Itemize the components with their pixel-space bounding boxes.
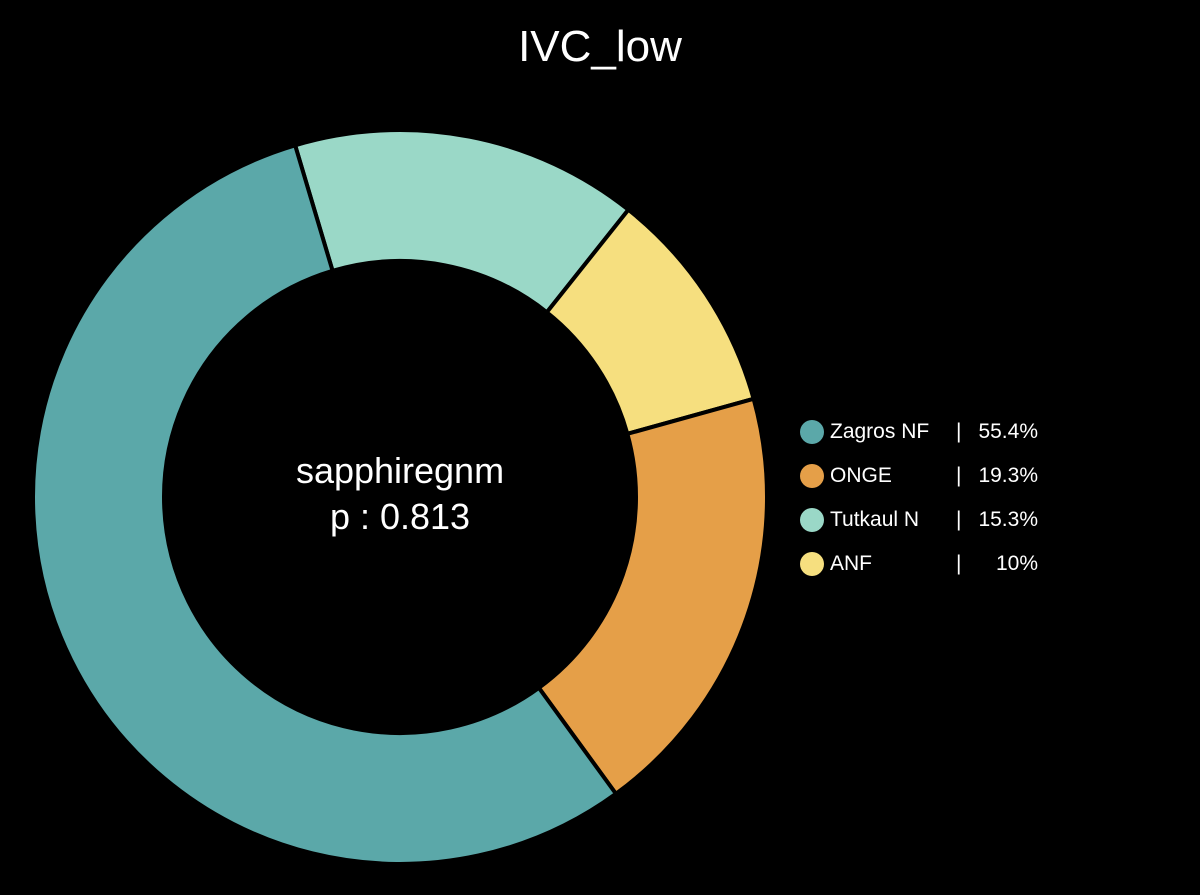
- center-label-line-1: sapphiregnm: [295, 450, 505, 491]
- center-label-line-2: p : 0.813: [329, 496, 471, 537]
- chart-title: IVC_low: [518, 22, 682, 71]
- legend-swatch-zagros-nf: [800, 419, 824, 444]
- legend-separator: |: [956, 419, 962, 443]
- legend-value-zagros-nf: 55.4%: [978, 419, 1038, 443]
- legend-value-anf: 10%: [995, 551, 1038, 575]
- center-label: sapphiregnm p : 0.813: [200, 448, 600, 540]
- legend-separator: |: [956, 463, 962, 487]
- legend: Zagros NF | 55.4% ONGE | 19.3% Tutkaul N…: [800, 417, 1180, 593]
- legend-separator: |: [956, 551, 962, 575]
- legend-swatch-anf: [800, 551, 824, 576]
- legend-value-tutkaul-n: 15.3%: [978, 507, 1038, 531]
- legend-item-zagros-nf: Zagros NF | 55.4%: [800, 417, 1180, 446]
- donut-slice-onge: [536, 396, 769, 796]
- legend-item-tutkaul-n: Tutkaul N | 15.3%: [800, 505, 1180, 534]
- donut-slice-zagros-nf: [31, 143, 618, 866]
- legend-item-onge: ONGE | 19.3%: [800, 461, 1180, 490]
- legend-label-tutkaul-n: Tutkaul N: [830, 507, 920, 531]
- legend-item-anf: ANF | 10%: [800, 549, 1180, 578]
- legend-swatch-onge: [800, 463, 824, 488]
- legend-label-anf: ANF: [830, 551, 872, 575]
- legend-label-onge: ONGE: [830, 463, 892, 487]
- legend-label-zagros-nf: Zagros NF: [830, 419, 930, 443]
- legend-swatch-tutkaul-n: [800, 507, 824, 532]
- legend-separator: |: [956, 507, 962, 531]
- donut-slice-tutkaul-n: [293, 128, 631, 315]
- legend-value-onge: 19.3%: [978, 463, 1038, 487]
